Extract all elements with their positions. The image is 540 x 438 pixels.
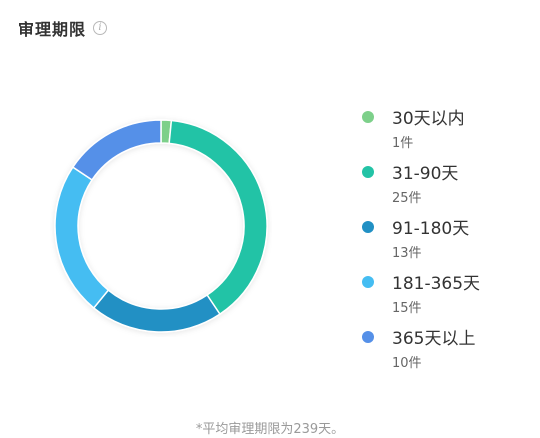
legend-dot-icon <box>362 111 374 123</box>
legend-label: 31-90天 <box>392 164 459 184</box>
legend-count: 15件 <box>392 301 422 316</box>
donut-slice-4[interactable] <box>54 166 110 309</box>
donut-chart-svg <box>54 119 268 333</box>
info-circle-icon[interactable]: i <box>93 21 108 35</box>
average-duration-note: *平均审理期限为239天。 <box>195 422 345 437</box>
donut-chart <box>50 115 272 337</box>
legend-count: 1件 <box>392 136 414 151</box>
legend-label: 181-365天 <box>392 274 481 294</box>
legend-dot-icon <box>362 166 374 178</box>
legend-label: 91-180天 <box>392 219 470 239</box>
legend-count: 10件 <box>392 356 422 371</box>
legend-label: 365天以上 <box>392 329 476 349</box>
donut-slice-5[interactable] <box>71 119 162 181</box>
legend-dot-icon <box>362 221 374 233</box>
legend-dot-icon <box>362 276 374 288</box>
donut-slice-2[interactable] <box>168 119 268 316</box>
section-header: 审理期限 i <box>18 16 108 40</box>
legend-dot-icon <box>362 331 374 343</box>
section-title: 审理期限 <box>18 20 87 39</box>
legend-label: 30天以内 <box>392 109 465 129</box>
donut-slice-3[interactable] <box>92 289 221 333</box>
legend-count: 13件 <box>392 246 422 261</box>
legend-count: 25件 <box>392 191 422 206</box>
